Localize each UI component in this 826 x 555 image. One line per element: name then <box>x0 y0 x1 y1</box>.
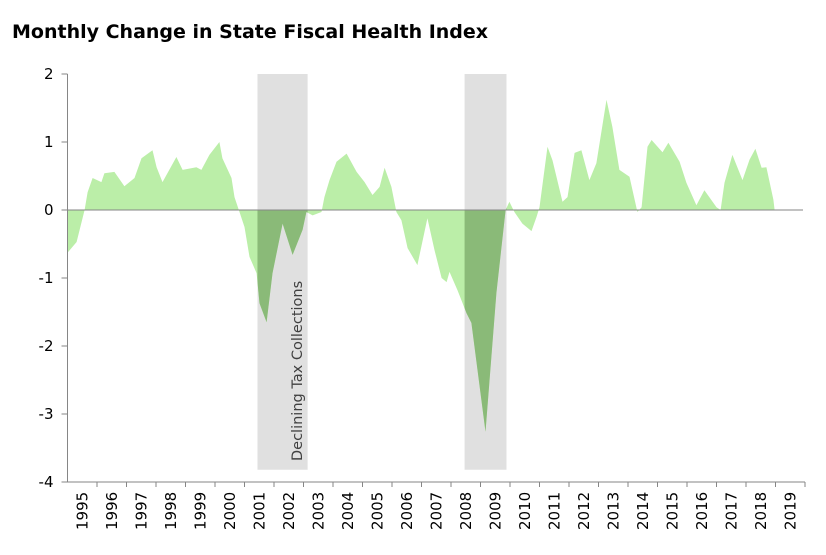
x-tick-label: 2000 <box>221 492 239 530</box>
x-tick-label: 2003 <box>309 492 327 530</box>
x-tick-label: 2010 <box>516 492 534 530</box>
x-tick-label: 1996 <box>103 492 121 530</box>
x-tick-label: 2013 <box>604 492 622 530</box>
y-tick-label: -3 <box>39 405 54 423</box>
x-tick-label: 2005 <box>368 492 386 530</box>
x-tick-label: 1997 <box>132 492 150 530</box>
x-tick-label: 1999 <box>191 492 209 530</box>
x-tick-label: 2011 <box>545 492 563 530</box>
x-tick-label: 1998 <box>162 492 180 530</box>
x-tick-label: 1995 <box>73 492 91 530</box>
chart-title: Monthly Change in State Fiscal Health In… <box>12 21 488 43</box>
x-tick-label: 2018 <box>752 492 770 530</box>
x-tick-label: 2008 <box>457 492 475 530</box>
axes: 2 1 0 -1 -2 -3 -4 1995 1996 1997 1998 1999 2000 2001 2… <box>39 65 806 530</box>
x-tick-label: 2009 <box>486 492 504 530</box>
area-fill-highlighted-2 <box>464 208 507 432</box>
y-tick-label: 1 <box>44 133 54 151</box>
x-tick-label: 2002 <box>280 492 298 530</box>
x-tick-label: 2012 <box>575 492 593 530</box>
area-fill <box>67 99 775 432</box>
x-tick-label: 2006 <box>398 492 416 530</box>
x-tick-label: 2007 <box>427 492 445 530</box>
y-tick-label: -4 <box>39 473 54 491</box>
y-tick-label: 0 <box>44 201 54 219</box>
x-tick-label: 2016 <box>693 492 711 530</box>
y-tick-label: 2 <box>44 65 54 83</box>
x-tick-label: 2004 <box>339 492 357 530</box>
area-fill-highlighted-1 <box>257 210 308 323</box>
y-tick-label: -2 <box>39 337 54 355</box>
annotation-declining-tax-collections: Declining Tax Collections <box>290 281 306 461</box>
x-tick-label: 2019 <box>781 492 799 530</box>
x-tick-label: 2017 <box>722 492 740 530</box>
x-tick-label: 2001 <box>250 492 268 530</box>
y-tick-label: -1 <box>39 269 54 287</box>
x-tick-label: 2015 <box>663 492 681 530</box>
area-series <box>67 99 775 432</box>
x-tick-label: 2014 <box>634 492 652 530</box>
